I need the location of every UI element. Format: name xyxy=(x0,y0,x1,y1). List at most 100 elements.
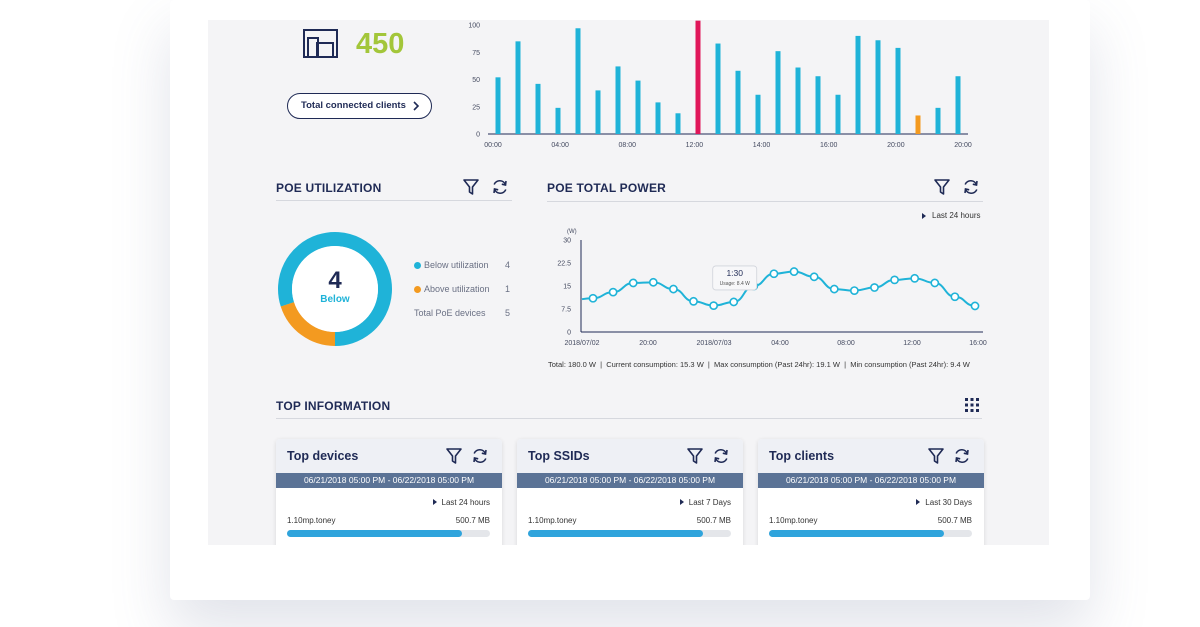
data-point[interactable] xyxy=(689,296,698,306)
card-range[interactable]: Last 7 Days xyxy=(679,498,731,507)
x-tick-label: 2018/07/02 xyxy=(564,340,599,347)
bar[interactable] xyxy=(735,70,741,134)
refresh-icon[interactable] xyxy=(491,178,509,196)
card-top-clients: Top clients 06/21/2018 05:00 PM - 06/22/… xyxy=(758,439,984,545)
bar[interactable] xyxy=(755,94,761,134)
bar[interactable] xyxy=(895,47,901,134)
y-tick-label: 22.5 xyxy=(557,261,571,268)
data-point[interactable] xyxy=(769,269,779,279)
play-arrow-icon xyxy=(679,499,684,505)
date-range-bar: 06/21/2018 05:00 PM - 06/22/2018 05:00 P… xyxy=(517,473,743,488)
bar[interactable] xyxy=(715,43,721,134)
refresh-icon[interactable] xyxy=(712,447,730,465)
data-point[interactable] xyxy=(709,301,719,311)
filter-icon[interactable] xyxy=(927,447,945,465)
data-point[interactable] xyxy=(648,277,658,287)
legend-above: Above utilization 1 xyxy=(414,284,514,296)
divider xyxy=(276,200,512,201)
bar[interactable] xyxy=(955,76,961,134)
data-point[interactable] xyxy=(588,293,598,303)
card-range-label: Last 24 hours xyxy=(441,498,490,507)
card-range-label: Last 7 Days xyxy=(688,498,731,507)
y-tick-label: 75 xyxy=(472,50,480,57)
play-arrow-icon xyxy=(922,213,926,219)
data-point[interactable] xyxy=(970,301,980,311)
bar[interactable] xyxy=(495,77,501,134)
x-tick-label: 04:00 xyxy=(771,340,789,347)
grid-menu-icon[interactable] xyxy=(963,396,981,414)
data-point[interactable] xyxy=(910,273,920,283)
data-point[interactable] xyxy=(809,272,819,282)
filter-icon[interactable] xyxy=(462,178,480,196)
usage-bar-fill xyxy=(769,530,944,537)
legend-value: 5 xyxy=(505,308,511,318)
data-point[interactable] xyxy=(890,275,899,285)
play-arrow-icon xyxy=(916,499,921,505)
legend-label: Above utilization xyxy=(424,284,490,294)
x-tick-label: 16:00 xyxy=(969,340,987,347)
card-title: Top clients xyxy=(769,449,835,463)
bar[interactable] xyxy=(675,113,681,134)
bar[interactable] xyxy=(515,41,521,134)
legend-value: 4 xyxy=(505,260,511,270)
refresh-icon[interactable] xyxy=(471,447,489,465)
donut-center-label: Below xyxy=(320,294,350,305)
data-point[interactable] xyxy=(930,278,940,288)
bar[interactable] xyxy=(635,80,641,134)
data-point[interactable] xyxy=(849,286,859,295)
card-range-label: Last 30 Days xyxy=(925,498,972,507)
bar[interactable] xyxy=(935,107,941,134)
bar[interactable] xyxy=(695,20,701,134)
bar[interactable] xyxy=(855,35,861,134)
bar[interactable] xyxy=(595,90,601,134)
refresh-icon[interactable] xyxy=(953,447,971,465)
data-point[interactable] xyxy=(789,267,799,276)
bar[interactable] xyxy=(795,67,801,134)
y-tick-label: 0 xyxy=(476,132,480,139)
bar[interactable] xyxy=(555,107,561,134)
usage-bar xyxy=(528,530,731,537)
total-clients-button[interactable]: Total connected clients xyxy=(287,93,432,119)
bar[interactable] xyxy=(875,40,881,134)
devices-icon xyxy=(303,29,338,58)
donut-hole xyxy=(292,246,378,332)
date-range-bar: 06/21/2018 05:00 PM - 06/22/2018 05:00 P… xyxy=(758,473,984,488)
filter-icon[interactable] xyxy=(445,447,463,465)
card-range[interactable]: Last 30 Days xyxy=(916,498,972,507)
play-arrow-icon xyxy=(432,499,437,505)
data-point[interactable] xyxy=(870,283,879,292)
bar[interactable] xyxy=(835,94,841,134)
x-tick-label: 2018/07/03 xyxy=(696,340,731,347)
y-tick-label: 100 xyxy=(468,23,480,30)
filter-icon[interactable] xyxy=(933,178,951,196)
row-value: 500.7 MB xyxy=(455,516,490,525)
data-point[interactable] xyxy=(628,278,638,288)
legend-label: Total PoE devices xyxy=(414,308,486,318)
y-tick-label: 15 xyxy=(563,284,571,291)
card-header: Top SSIDs xyxy=(517,439,743,473)
y-tick-label: 25 xyxy=(472,104,480,111)
data-point[interactable] xyxy=(669,284,678,294)
legend-label: Below utilization xyxy=(424,260,489,270)
bar[interactable] xyxy=(815,76,821,134)
filter-icon[interactable] xyxy=(686,447,704,465)
y-tick-label: 7.5 xyxy=(561,307,571,314)
x-tick-label: 12:00 xyxy=(903,340,921,347)
donut-slice-above[interactable] xyxy=(278,232,392,346)
data-point[interactable] xyxy=(950,292,960,302)
bar[interactable] xyxy=(915,115,921,134)
y-tick-label: 0 xyxy=(567,330,571,337)
data-point[interactable] xyxy=(729,297,739,307)
card-range[interactable]: Last 24 hours xyxy=(432,498,490,507)
chevron-right-icon xyxy=(413,101,420,111)
bar[interactable] xyxy=(575,28,581,134)
data-point[interactable] xyxy=(608,287,618,297)
x-tick-label: 08:00 xyxy=(837,340,855,347)
bar[interactable] xyxy=(655,102,661,134)
data-point[interactable] xyxy=(829,284,839,294)
x-tick-label: 12:00 xyxy=(686,142,704,149)
bar[interactable] xyxy=(535,83,541,134)
refresh-icon[interactable] xyxy=(962,178,980,196)
bar[interactable] xyxy=(615,66,621,134)
bar[interactable] xyxy=(775,51,781,134)
